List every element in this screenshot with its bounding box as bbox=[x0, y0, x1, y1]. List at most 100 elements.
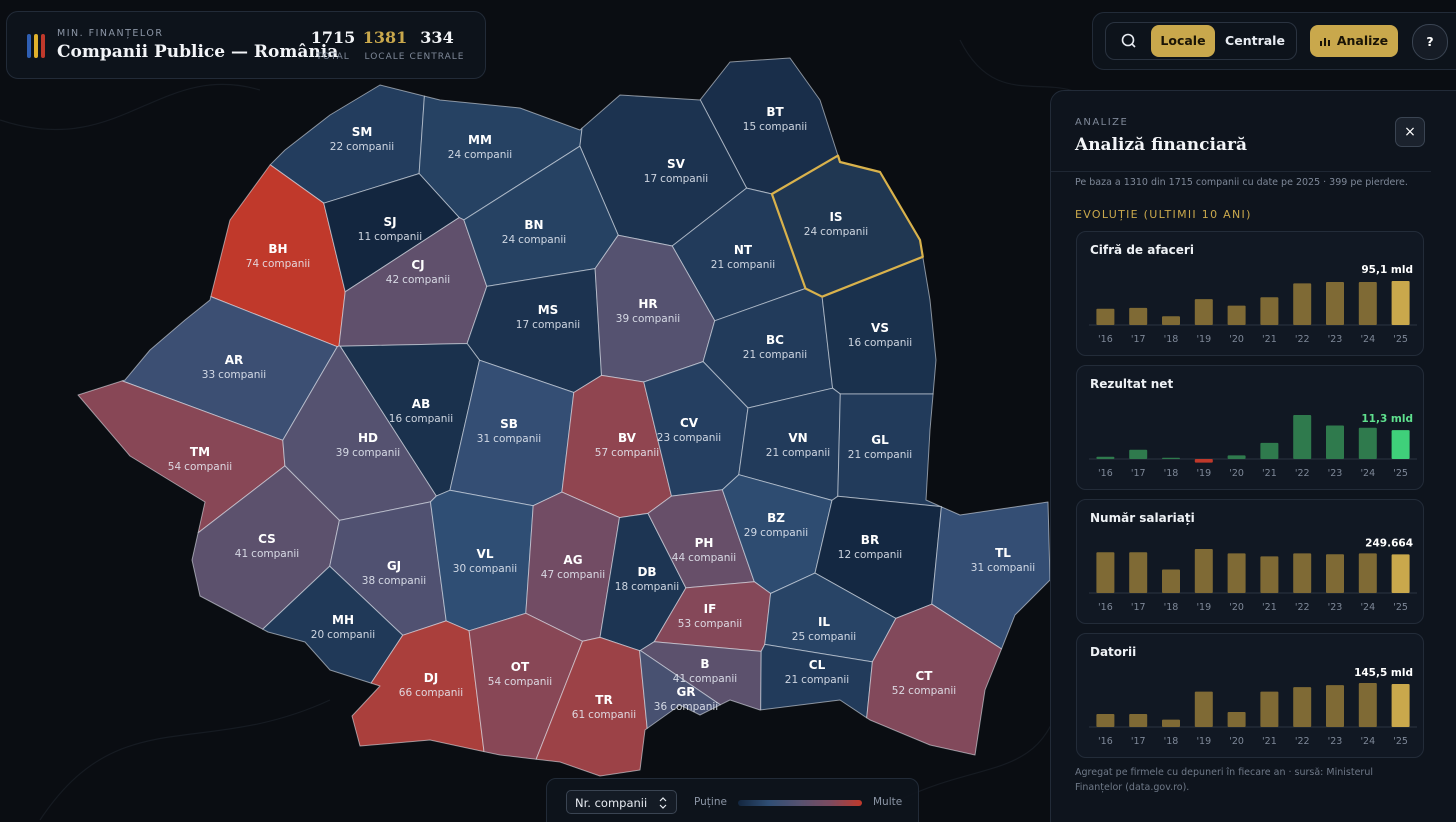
count-unit: companii bbox=[808, 631, 856, 643]
county[interactable] bbox=[351, 620, 485, 753]
count-unit: companii bbox=[402, 274, 450, 286]
toolbar: Locale Centrale Analize ? bbox=[1092, 12, 1456, 70]
count-unit: companii bbox=[660, 173, 708, 185]
year-label: '18 bbox=[1164, 334, 1179, 345]
stat-label: LOCALE bbox=[364, 52, 406, 62]
tab[interactable]: Centrale bbox=[1225, 33, 1285, 48]
county-count: 24 companii bbox=[448, 149, 512, 161]
count-unit: companii bbox=[469, 563, 517, 575]
count-value: 61 bbox=[572, 709, 585, 721]
county-count: 74 companii bbox=[246, 258, 310, 270]
count-unit: companii bbox=[759, 121, 807, 133]
county-count: 42 companii bbox=[386, 274, 450, 286]
county-count: 61 companii bbox=[572, 709, 636, 721]
year-label: '21 bbox=[1262, 736, 1277, 747]
chart-icon bbox=[1319, 38, 1330, 46]
county-count: 52 companii bbox=[892, 685, 956, 697]
mini-chart-title: Număr salariați bbox=[1090, 511, 1195, 525]
county-count: 41 companii bbox=[235, 548, 299, 560]
county-count: 54 companii bbox=[488, 676, 552, 688]
close-button[interactable]: × bbox=[1395, 117, 1425, 147]
view-switch: Locale Centrale bbox=[1105, 22, 1297, 60]
bar bbox=[1391, 684, 1410, 727]
count-value: 36 bbox=[654, 701, 668, 713]
county-code: GR bbox=[676, 685, 695, 699]
bar bbox=[1096, 308, 1115, 325]
count-unit: companii bbox=[670, 701, 718, 713]
count-unit: companii bbox=[218, 369, 266, 381]
county-code: AR bbox=[225, 353, 244, 367]
count-value: 21 bbox=[848, 449, 861, 461]
bar bbox=[1391, 430, 1410, 459]
count-unit: companii bbox=[689, 673, 737, 685]
app-title: Companii Publice — România bbox=[57, 42, 339, 62]
count-value: 24 bbox=[448, 149, 462, 161]
bar bbox=[1162, 719, 1180, 727]
year-label: '17 bbox=[1131, 468, 1146, 479]
bar bbox=[1358, 281, 1377, 325]
year-label: '18 bbox=[1164, 602, 1179, 613]
county-count: 39 companii bbox=[616, 313, 680, 325]
count-value: 20 bbox=[311, 629, 324, 641]
county-code: HR bbox=[638, 297, 657, 311]
county[interactable] bbox=[262, 565, 404, 684]
county-code: BZ bbox=[767, 511, 785, 525]
analyze-button[interactable]: Analize bbox=[1310, 25, 1398, 57]
bar bbox=[1162, 316, 1180, 325]
count-value: 31 bbox=[971, 562, 984, 574]
county-code: SJ bbox=[383, 215, 396, 229]
county[interactable] bbox=[866, 603, 1002, 756]
bar bbox=[1194, 299, 1213, 325]
count-value: 31 bbox=[477, 433, 490, 445]
help-button[interactable]: ? bbox=[1412, 24, 1448, 60]
bar bbox=[1129, 714, 1148, 727]
count-unit: companii bbox=[854, 549, 902, 561]
county-count: 24 companii bbox=[502, 234, 566, 246]
metric-select[interactable]: Nr. companii bbox=[566, 790, 677, 814]
count-value: 33 bbox=[202, 369, 215, 381]
mini-chart: '16 '17 '18 '19 '20 '21 '22 '23 '24 '25 11,3 mld bbox=[1089, 413, 1417, 479]
bar bbox=[1260, 297, 1279, 325]
count-unit: companii bbox=[632, 313, 680, 325]
analyze-label: Analize bbox=[1336, 33, 1389, 48]
legend-high: Multe bbox=[873, 796, 903, 808]
bar bbox=[1293, 687, 1312, 727]
bar bbox=[1227, 711, 1246, 727]
bar bbox=[1096, 456, 1115, 459]
count-unit: companii bbox=[405, 413, 453, 425]
tab[interactable]: Locale bbox=[1151, 25, 1215, 57]
count-value: 24 bbox=[804, 226, 818, 238]
year-label: '24 bbox=[1360, 602, 1375, 613]
county[interactable] bbox=[535, 636, 648, 777]
count-value: 15 bbox=[743, 121, 756, 133]
county-code: PH bbox=[695, 536, 714, 550]
county-count: 12 companii bbox=[838, 549, 902, 561]
year-label: '22 bbox=[1295, 334, 1310, 345]
county-code: CL bbox=[809, 658, 826, 672]
year-label: '23 bbox=[1328, 334, 1343, 345]
year-label: '18 bbox=[1164, 468, 1179, 479]
count-value: 66 bbox=[399, 687, 413, 699]
count-unit: companii bbox=[801, 674, 849, 686]
county-count: 11 companii bbox=[358, 231, 422, 243]
county-code: CV bbox=[680, 416, 699, 430]
count-unit: companii bbox=[184, 461, 232, 473]
bar bbox=[1293, 553, 1312, 593]
bar bbox=[1096, 552, 1115, 593]
count-value: 29 bbox=[744, 527, 757, 539]
year-label: '21 bbox=[1262, 468, 1277, 479]
county-code: NT bbox=[734, 243, 753, 257]
year-label: '24 bbox=[1360, 334, 1375, 345]
year-label: '25 bbox=[1393, 334, 1408, 345]
bar bbox=[1293, 283, 1312, 325]
search-button[interactable] bbox=[1106, 23, 1146, 59]
year-label: '21 bbox=[1262, 334, 1277, 345]
county-code: SV bbox=[667, 157, 686, 171]
panel-footer: Agregat pe firmele cu depuneri în fiecar… bbox=[1075, 767, 1373, 793]
count-unit: companii bbox=[987, 562, 1035, 574]
bar bbox=[1326, 554, 1344, 593]
year-label: '19 bbox=[1196, 736, 1211, 747]
county-code: VN bbox=[788, 431, 807, 445]
county[interactable] bbox=[639, 650, 721, 729]
